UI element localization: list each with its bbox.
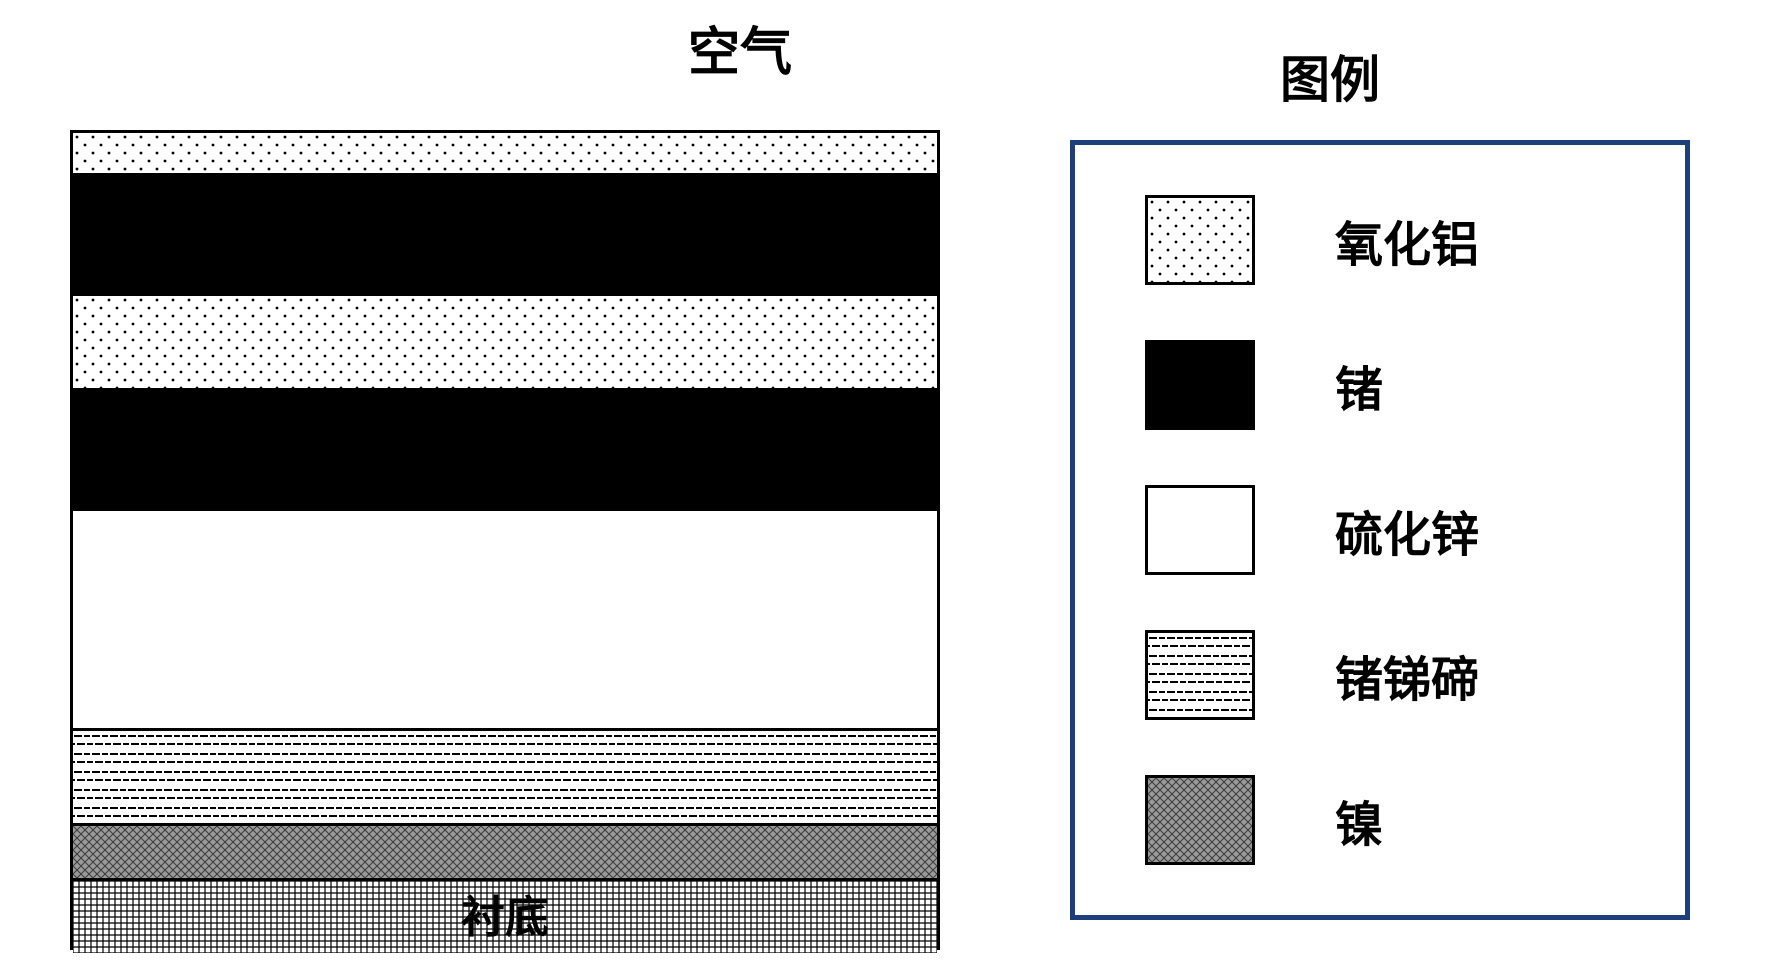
legend-swatch [1145, 630, 1255, 720]
legend-swatch [1145, 195, 1255, 285]
diagram-canvas: 空气图例衬底氧化铝锗硫化锌锗锑碲镍 [0, 0, 1778, 978]
legend-title: 图例 [1230, 40, 1430, 112]
legend-label: 镍 [1335, 785, 1685, 855]
legend-label: 锗锑碲 [1335, 640, 1685, 710]
legend-swatch [1145, 485, 1255, 575]
layer-gesbte [73, 728, 937, 823]
legend-row: 氧化铝 [1075, 195, 1685, 285]
layer-ge-1 [73, 173, 937, 293]
layer-substrate [73, 878, 937, 953]
air-title: 空气 [640, 10, 840, 85]
legend-swatch [1145, 775, 1255, 865]
legend-row: 硫化锌 [1075, 485, 1685, 575]
layer-al2o3-2 [73, 293, 937, 388]
layer-ge-2 [73, 388, 937, 508]
legend-box: 氧化铝锗硫化锌锗锑碲镍 [1070, 140, 1690, 920]
legend-row: 锗 [1075, 340, 1685, 430]
legend-row: 镍 [1075, 775, 1685, 865]
legend-label: 氧化铝 [1335, 205, 1685, 275]
legend-swatch [1145, 340, 1255, 430]
legend-label: 锗 [1335, 350, 1685, 420]
layer-stack: 衬底 [70, 130, 940, 950]
legend-label: 硫化锌 [1335, 495, 1685, 565]
layer-ni [73, 823, 937, 878]
layer-al2o3-top [73, 133, 937, 173]
layer-zns [73, 508, 937, 728]
legend-row: 锗锑碲 [1075, 630, 1685, 720]
